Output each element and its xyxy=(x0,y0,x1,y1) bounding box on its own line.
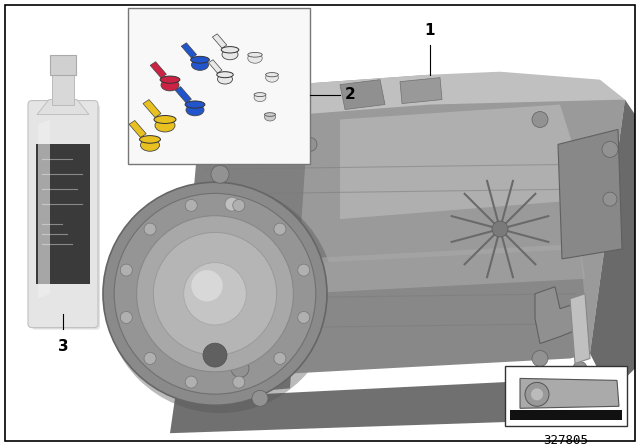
Ellipse shape xyxy=(221,47,239,53)
Bar xyxy=(510,410,622,420)
Circle shape xyxy=(233,199,244,211)
Ellipse shape xyxy=(191,56,209,63)
Circle shape xyxy=(298,264,310,276)
Circle shape xyxy=(252,390,268,406)
Ellipse shape xyxy=(140,136,161,143)
FancyBboxPatch shape xyxy=(28,101,98,327)
Polygon shape xyxy=(340,80,385,110)
Circle shape xyxy=(603,192,617,206)
Polygon shape xyxy=(200,249,590,379)
Circle shape xyxy=(144,353,156,364)
Polygon shape xyxy=(570,294,590,363)
Text: 2: 2 xyxy=(345,87,356,102)
FancyBboxPatch shape xyxy=(32,104,100,330)
Circle shape xyxy=(120,311,132,323)
Ellipse shape xyxy=(254,93,266,102)
Circle shape xyxy=(573,362,587,375)
Polygon shape xyxy=(37,99,89,115)
Ellipse shape xyxy=(105,185,335,413)
Polygon shape xyxy=(558,129,622,259)
Ellipse shape xyxy=(217,72,233,78)
Bar xyxy=(52,70,74,104)
Ellipse shape xyxy=(155,119,175,132)
Ellipse shape xyxy=(266,73,278,82)
Circle shape xyxy=(298,311,310,323)
Polygon shape xyxy=(340,104,590,219)
Ellipse shape xyxy=(248,53,262,63)
Ellipse shape xyxy=(218,74,232,84)
Polygon shape xyxy=(212,34,227,48)
Circle shape xyxy=(231,359,249,377)
Polygon shape xyxy=(400,78,442,103)
Text: 3: 3 xyxy=(58,339,68,353)
Bar xyxy=(36,144,90,284)
Bar xyxy=(505,366,627,426)
Circle shape xyxy=(103,182,327,405)
Circle shape xyxy=(531,388,543,401)
Ellipse shape xyxy=(222,49,238,60)
Polygon shape xyxy=(38,120,50,299)
Circle shape xyxy=(274,353,286,364)
Circle shape xyxy=(144,223,156,235)
Circle shape xyxy=(262,146,278,162)
Polygon shape xyxy=(143,99,161,117)
Circle shape xyxy=(191,270,223,302)
Ellipse shape xyxy=(266,73,278,77)
Circle shape xyxy=(120,264,132,276)
Circle shape xyxy=(492,221,508,237)
Polygon shape xyxy=(200,244,585,299)
Polygon shape xyxy=(129,121,146,138)
Circle shape xyxy=(185,376,197,388)
Polygon shape xyxy=(175,85,310,398)
Text: 1: 1 xyxy=(425,23,435,38)
Polygon shape xyxy=(535,287,580,344)
Ellipse shape xyxy=(160,76,180,83)
Circle shape xyxy=(303,138,317,151)
Bar xyxy=(50,55,76,75)
Polygon shape xyxy=(150,62,166,78)
Circle shape xyxy=(114,194,316,394)
Circle shape xyxy=(532,112,548,128)
Polygon shape xyxy=(175,86,191,103)
Circle shape xyxy=(225,197,239,211)
Circle shape xyxy=(136,215,293,372)
Ellipse shape xyxy=(254,93,266,97)
Ellipse shape xyxy=(248,52,262,57)
Ellipse shape xyxy=(154,116,176,124)
Ellipse shape xyxy=(264,113,276,121)
Circle shape xyxy=(184,263,246,325)
Polygon shape xyxy=(170,379,620,433)
Ellipse shape xyxy=(191,59,209,70)
Ellipse shape xyxy=(141,139,159,151)
Circle shape xyxy=(222,311,238,327)
Circle shape xyxy=(203,343,227,367)
Bar xyxy=(128,8,310,164)
Polygon shape xyxy=(195,229,225,309)
Text: 327805: 327805 xyxy=(543,434,589,447)
Polygon shape xyxy=(209,60,222,73)
Circle shape xyxy=(185,199,197,211)
Circle shape xyxy=(532,350,548,366)
Circle shape xyxy=(274,223,286,235)
Polygon shape xyxy=(590,99,635,393)
Ellipse shape xyxy=(186,104,204,116)
Ellipse shape xyxy=(264,113,276,116)
Circle shape xyxy=(154,233,276,355)
Polygon shape xyxy=(290,72,625,115)
Ellipse shape xyxy=(161,79,179,91)
Circle shape xyxy=(602,142,618,157)
Ellipse shape xyxy=(185,101,205,108)
Polygon shape xyxy=(520,379,619,408)
Polygon shape xyxy=(181,43,196,58)
Circle shape xyxy=(525,383,549,406)
Circle shape xyxy=(233,376,244,388)
Polygon shape xyxy=(195,75,625,379)
Circle shape xyxy=(211,165,229,183)
